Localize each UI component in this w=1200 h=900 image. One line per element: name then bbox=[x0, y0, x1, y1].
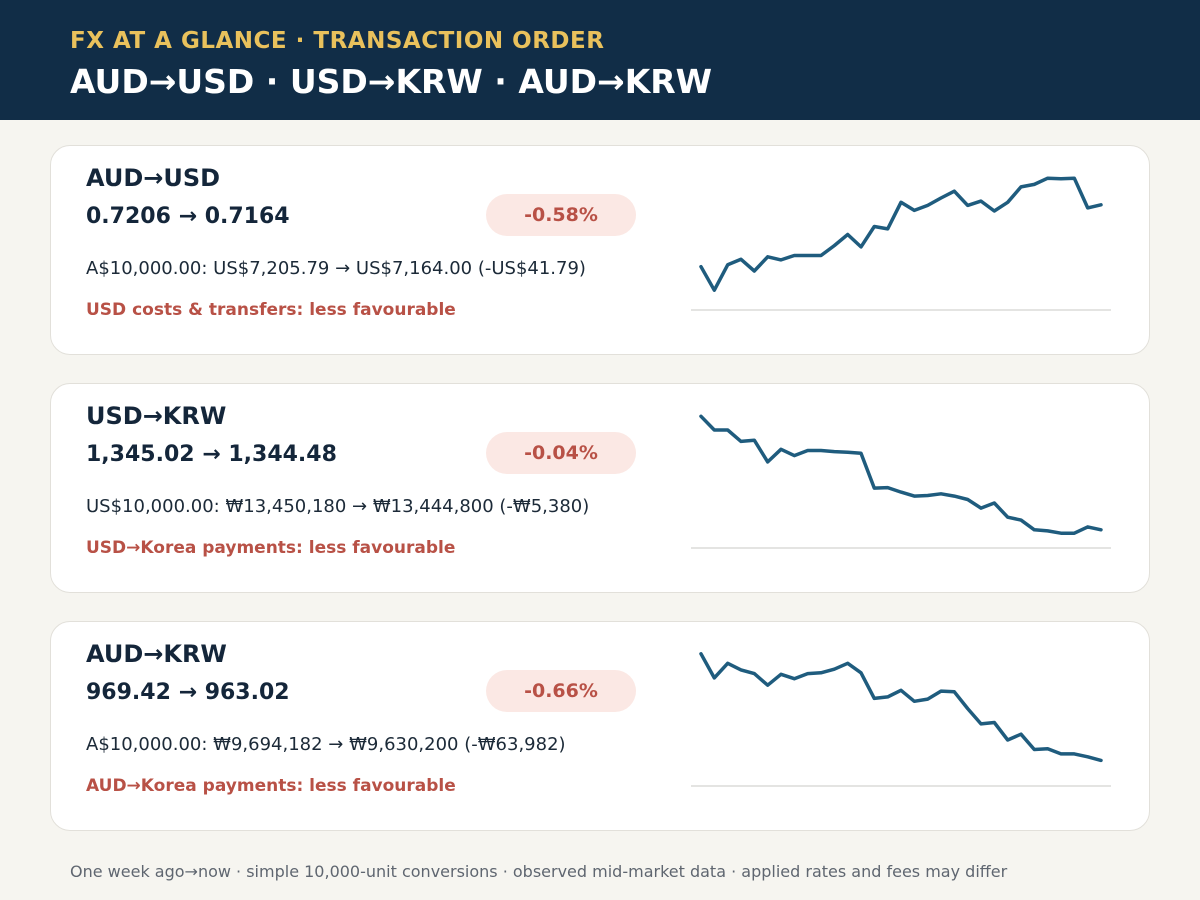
fx-card-usd-krw: USD→KRW 1,345.02 → 1,344.48 -0.04% US$10… bbox=[50, 383, 1150, 593]
arrow-icon: → bbox=[178, 680, 198, 705]
sparkline-chart bbox=[691, 652, 1111, 787]
from-rate: 969.42 bbox=[86, 680, 171, 705]
to-rate: 0.7164 bbox=[204, 204, 290, 229]
change-badge: -0.04% bbox=[486, 432, 636, 474]
impact-text: USD→Korea payments: less favourable bbox=[86, 538, 456, 558]
sparkline-series bbox=[699, 414, 1103, 535]
sparkline-chart bbox=[691, 176, 1111, 311]
arrow-icon: → bbox=[178, 204, 198, 229]
impact-text: USD costs & transfers: less favourable bbox=[86, 300, 456, 320]
page-title: AUD→USD · USD→KRW · AUD→KRW bbox=[70, 62, 713, 101]
sparkline-chart bbox=[691, 414, 1111, 549]
pair-label: AUD→USD bbox=[86, 164, 221, 192]
sparkline-series bbox=[699, 652, 1103, 763]
sparkline-series bbox=[699, 176, 1103, 292]
pair-label: AUD→KRW bbox=[86, 640, 227, 668]
conversion-text: A$10,000.00: US$7,205.79 → US$7,164.00 (… bbox=[86, 258, 586, 279]
impact-text: AUD→Korea payments: less favourable bbox=[86, 776, 456, 796]
rate-change: 1,345.02 → 1,344.48 bbox=[86, 442, 337, 467]
change-badge: -0.58% bbox=[486, 194, 636, 236]
from-rate: 1,345.02 bbox=[86, 442, 195, 467]
conversion-text: A$10,000.00: ₩9,694,182 → ₩9,630,200 (-₩… bbox=[86, 734, 566, 755]
arrow-icon: → bbox=[202, 442, 221, 467]
footer-note: One week ago→now · simple 10,000-unit co… bbox=[70, 862, 1008, 881]
from-rate: 0.7206 bbox=[86, 204, 171, 229]
rate-change: 969.42 → 963.02 bbox=[86, 680, 290, 705]
conversion-text: US$10,000.00: ₩13,450,180 → ₩13,444,800 … bbox=[86, 496, 590, 517]
header-banner: FX AT A GLANCE · TRANSACTION ORDER AUD→U… bbox=[0, 0, 1200, 120]
change-badge: -0.66% bbox=[486, 670, 636, 712]
pair-label: USD→KRW bbox=[86, 402, 227, 430]
header-kicker: FX AT A GLANCE · TRANSACTION ORDER bbox=[70, 28, 605, 54]
to-rate: 963.02 bbox=[204, 680, 290, 705]
to-rate: 1,344.48 bbox=[228, 442, 337, 467]
rate-change: 0.7206 → 0.7164 bbox=[86, 204, 290, 229]
fx-card-aud-usd: AUD→USD 0.7206 → 0.7164 -0.58% A$10,000.… bbox=[50, 145, 1150, 355]
fx-card-aud-krw: AUD→KRW 969.42 → 963.02 -0.66% A$10,000.… bbox=[50, 621, 1150, 831]
